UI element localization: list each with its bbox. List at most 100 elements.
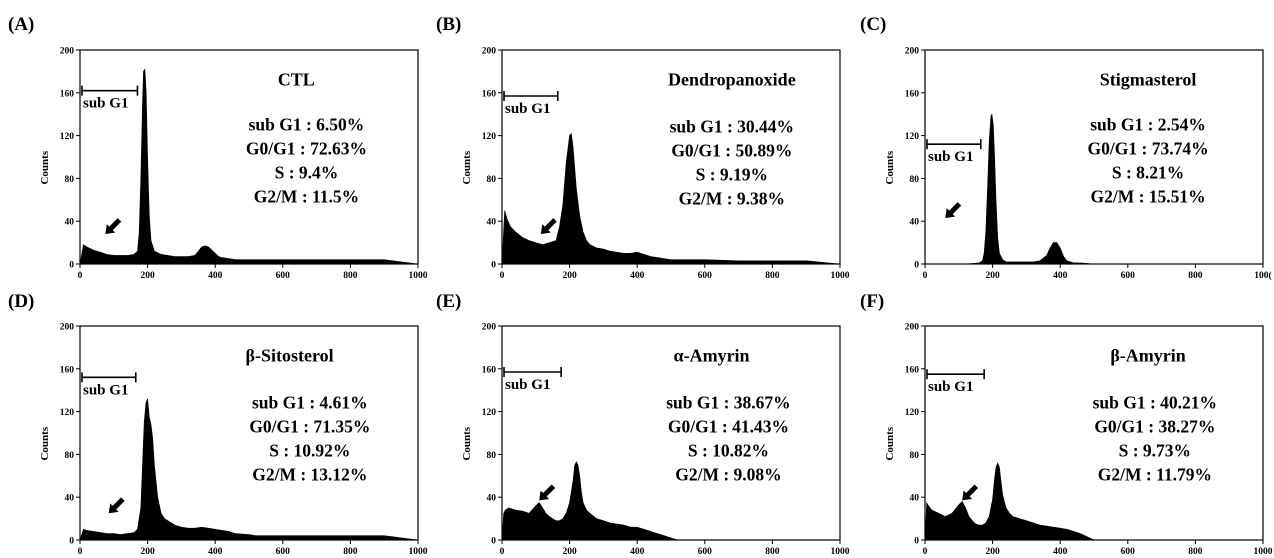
x-tick-label: 1000 [831, 271, 850, 281]
y-tick-label: 80 [487, 451, 497, 461]
x-tick-label: 0 [500, 271, 505, 281]
panel-title: Stigmasterol [1100, 69, 1197, 89]
plot-frame [501, 49, 841, 265]
stat-line: G0/G1 : 73.74% [1088, 138, 1209, 158]
panel-1: (A) 0 200 400 600 800 1000 0 40 80 120 160 200 Counts… [8, 14, 428, 281]
y-tick-label: 120 [905, 408, 920, 418]
panel-6: (F) 0 200 400 600 800 1000 0 40 80 120 160 200 Counts… [860, 291, 1273, 557]
x-tick-label: 200 [140, 547, 155, 557]
y-tick-label: 40 [487, 218, 497, 228]
panel-title: α-Amyrin [674, 345, 750, 365]
y-tick-label: 0 [491, 537, 496, 547]
plot-frame [501, 325, 841, 541]
y-tick-label: 0 [69, 261, 74, 271]
y-axis-label: Counts [461, 150, 473, 184]
panel-2: (B) 0 200 400 600 800 1000 0 40 80 120 160 200 Counts… [436, 14, 850, 281]
stat-line: G2/M : 15.51% [1090, 186, 1205, 206]
y-tick-label: 120 [482, 408, 497, 418]
y-tick-label: 200 [482, 323, 497, 333]
stat-line: sub G1 : 2.54% [1090, 114, 1206, 134]
y-axis-label: Counts [39, 426, 51, 460]
x-tick-label: 800 [765, 271, 780, 281]
y-tick-label: 200 [60, 323, 75, 333]
y-tick-label: 80 [910, 451, 920, 461]
panel-label: (A) [8, 14, 34, 35]
x-tick-label: 200 [985, 547, 1000, 557]
x-tick-label: 800 [1188, 271, 1203, 281]
plot-frame [924, 49, 1264, 265]
stat-line: G2/M : 9.08% [675, 464, 781, 484]
panel-4: (D) 0 200 400 600 800 1000 0 40 80 120 160 200 Counts… [8, 291, 428, 557]
stat-line: S : 8.21% [1112, 162, 1184, 182]
y-tick-label: 160 [60, 89, 75, 99]
panel-3: (C) 0 200 400 600 800 100(0 40 80 120 160 200 Counts… [860, 14, 1272, 281]
stat-line: G2/M : 9.38% [679, 188, 785, 208]
panel-label: (F) [860, 291, 884, 312]
y-tick-label: 120 [482, 132, 497, 142]
y-tick-label: 80 [487, 175, 497, 185]
x-tick-label: 1000 [409, 547, 428, 557]
x-tick-label: 400 [1053, 271, 1068, 281]
y-tick-label: 40 [487, 494, 497, 504]
panel-title: CTL [278, 69, 315, 89]
arrow-icon [108, 497, 125, 514]
arrow-icon [540, 218, 557, 235]
stat-line: G0/G1 : 41.43% [668, 416, 789, 436]
x-tick-label: 200 [562, 547, 577, 557]
histogram-area [925, 113, 1263, 265]
x-tick-label: 1000 [831, 547, 850, 557]
stat-line: sub G1 : 4.61% [252, 392, 368, 412]
y-tick-label: 160 [482, 89, 497, 99]
panel-label: (B) [436, 14, 461, 35]
y-axis-label: Counts [461, 426, 473, 460]
stat-line: S : 10.92% [269, 440, 350, 460]
plot-frame [79, 49, 419, 265]
panel-title: Dendropanoxide [668, 69, 796, 89]
stat-line: G2/M : 13.12% [252, 464, 367, 484]
gate-label: sub G1 [928, 149, 973, 165]
y-tick-label: 40 [910, 218, 920, 228]
x-tick-label: 400 [208, 547, 223, 557]
y-tick-label: 120 [60, 408, 75, 418]
y-tick-label: 40 [910, 494, 920, 504]
plot-frame [924, 325, 1264, 541]
x-tick-label: 200 [985, 271, 1000, 281]
x-tick-label: 1000 [1254, 547, 1273, 557]
gate-label: sub G1 [505, 101, 550, 117]
histogram-area [924, 462, 1263, 541]
x-tick-label: 600 [698, 271, 713, 281]
y-tick-label: 200 [482, 47, 497, 57]
stat-line: G0/G1 : 72.63% [246, 138, 367, 158]
x-tick-label: 600 [276, 547, 291, 557]
gate-label: sub G1 [928, 379, 973, 395]
y-tick-label: 160 [905, 365, 920, 375]
y-tick-label: 120 [60, 132, 75, 142]
x-tick-label: 0 [923, 547, 928, 557]
stat-line: G0/G1 : 71.35% [249, 416, 370, 436]
panel-title: β-Amyrin [1110, 345, 1185, 365]
y-tick-label: 200 [905, 323, 920, 333]
stat-line: S : 9.4% [275, 162, 339, 182]
panel-title: β-Sitosterol [245, 345, 333, 365]
stat-line: sub G1 : 38.67% [666, 392, 790, 412]
stat-line: G0/G1 : 38.27% [1094, 416, 1215, 436]
x-tick-label: 1000 [409, 271, 428, 281]
x-tick-label: 0 [500, 547, 505, 557]
gate-label: sub G1 [83, 382, 128, 398]
y-axis-label: Counts [884, 426, 896, 460]
panel-label: (D) [8, 291, 34, 312]
x-tick-label: 400 [208, 271, 223, 281]
x-tick-label: 400 [630, 271, 645, 281]
stat-line: G2/M : 11.79% [1098, 464, 1212, 484]
panel-5: (E) 0 200 400 600 800 1000 0 40 80 120 160 200 Counts… [436, 291, 850, 557]
stat-line: S : 10.82% [688, 440, 769, 460]
x-tick-label: 0 [78, 547, 83, 557]
stat-line: S : 9.19% [696, 164, 768, 184]
arrow-icon [105, 218, 122, 235]
arrow-icon [539, 484, 556, 501]
y-tick-label: 80 [65, 175, 75, 185]
histogram-area [501, 461, 840, 541]
plot-frame [79, 325, 419, 541]
x-tick-label: 800 [343, 547, 358, 557]
